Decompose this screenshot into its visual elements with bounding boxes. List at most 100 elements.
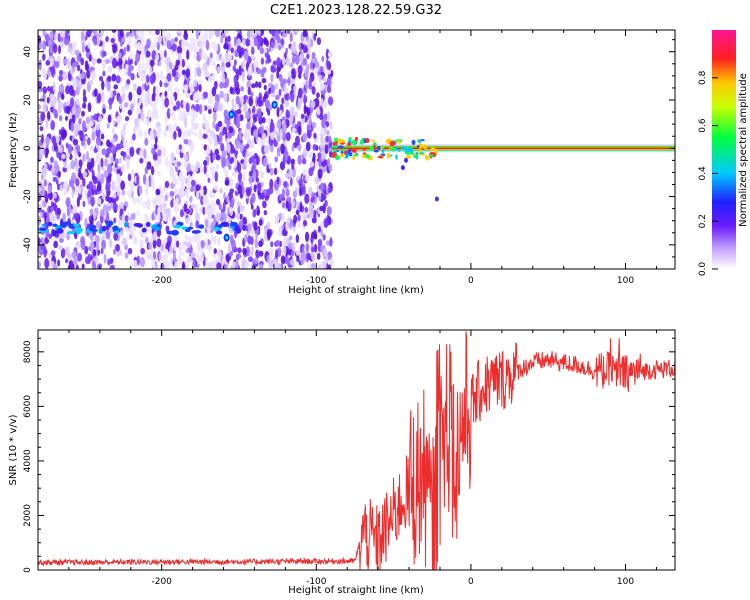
noise-blob	[295, 135, 300, 146]
noise-blob	[114, 158, 119, 166]
noise-blob	[126, 44, 130, 52]
noise-blob	[283, 86, 289, 95]
secondary-band-blob	[42, 223, 47, 227]
noise-blob	[136, 196, 143, 205]
noise-blob	[56, 207, 61, 217]
noise-blob	[178, 106, 183, 116]
noise-blob	[75, 124, 80, 131]
noise-blob	[81, 120, 87, 132]
noise-blob	[266, 228, 272, 239]
noise-blob	[105, 195, 110, 202]
noise-blob	[322, 194, 326, 201]
signal-onset-blob	[413, 155, 418, 158]
signal-onset-blob	[365, 154, 370, 159]
secondary-band-blob	[184, 228, 191, 233]
noise-blob	[105, 230, 111, 240]
noise-blob	[264, 195, 269, 201]
noise-blob	[233, 104, 237, 112]
noise-blob	[82, 177, 86, 187]
noise-blob	[98, 115, 103, 123]
noise-blob	[299, 53, 303, 63]
noise-blob	[143, 148, 147, 159]
noise-blob	[58, 115, 63, 122]
noise-blob	[44, 196, 49, 203]
noise-blob	[213, 61, 218, 71]
colorbar: 0.0 0.2 0.4 0.6 0.8 Normalized spectral ampl…	[698, 30, 749, 276]
noise-blob	[149, 98, 153, 108]
noise-blob	[237, 172, 242, 183]
noise-blob	[223, 192, 227, 200]
noise-blob	[301, 65, 306, 72]
noise-blob	[275, 239, 281, 247]
x-tick-label: 0	[468, 276, 474, 286]
x-tick-label: -200	[151, 276, 172, 286]
noise-blob	[274, 214, 280, 225]
noise-blob	[245, 143, 250, 149]
noise-blob	[155, 53, 159, 62]
noise-blob	[311, 51, 316, 60]
noise-blob	[235, 95, 240, 105]
noise-blob	[136, 88, 140, 95]
secondary-band-blob	[105, 220, 114, 227]
noise-blob	[229, 178, 234, 187]
noise-blob	[71, 250, 77, 259]
spectrogram-y-label: Frequency (Hz)	[8, 112, 19, 188]
noise-blob	[241, 39, 247, 45]
signal-onset-blob	[389, 140, 395, 147]
noise-blob	[151, 147, 156, 155]
noise-blob	[85, 116, 90, 124]
noise-blob	[325, 135, 330, 143]
noise-blob	[208, 95, 213, 105]
colorbar-tick-label: 0.2	[698, 214, 708, 228]
noise-blob	[148, 65, 152, 76]
noise-blob	[42, 30, 46, 37]
noise-blob	[308, 205, 314, 216]
noise-blob	[203, 91, 209, 99]
noise-blob	[282, 229, 287, 237]
noise-blob	[112, 203, 118, 211]
noise-blob	[165, 65, 169, 72]
noise-blob	[236, 38, 241, 46]
noise-blob	[311, 246, 315, 253]
colorbar-gradient	[712, 30, 736, 269]
noise-blob	[328, 96, 334, 106]
noise-blob	[291, 127, 297, 133]
noise-blob	[220, 55, 224, 64]
noise-blob	[290, 92, 295, 103]
noise-blob	[257, 110, 262, 118]
noise-blob	[58, 100, 63, 109]
noise-blob	[306, 63, 310, 74]
noise-blob	[328, 135, 332, 144]
noise-blob	[239, 204, 245, 212]
noise-blob	[268, 162, 272, 170]
noise-blob	[78, 118, 82, 125]
noise-blob	[248, 170, 253, 177]
noise-blob	[112, 45, 117, 54]
noise-blob	[289, 176, 293, 187]
noise-blob	[107, 258, 111, 266]
noise-blob	[72, 77, 77, 88]
noise-blob	[118, 96, 123, 105]
noise-blob	[141, 51, 144, 62]
noise-blob	[195, 103, 200, 113]
noise-blob	[317, 225, 321, 233]
noise-blob	[216, 258, 221, 264]
noise-blob	[313, 66, 318, 75]
noise-blob	[50, 57, 55, 68]
noise-blob	[247, 66, 253, 76]
noise-blob	[205, 39, 210, 51]
noise-blob	[43, 72, 48, 80]
noise-blob	[210, 131, 216, 141]
noise-blob	[141, 83, 145, 91]
noise-blob	[311, 252, 316, 262]
noise-blob	[309, 62, 314, 70]
noise-blob	[242, 172, 246, 183]
noise-blob	[185, 68, 191, 79]
noise-blob	[73, 213, 79, 219]
noise-blob	[273, 167, 278, 176]
noise-blob	[313, 209, 317, 219]
y-tick-label: 0	[23, 145, 33, 151]
noise-blob	[269, 178, 274, 190]
noise-blob	[176, 30, 182, 33]
noise-blob	[92, 262, 97, 269]
